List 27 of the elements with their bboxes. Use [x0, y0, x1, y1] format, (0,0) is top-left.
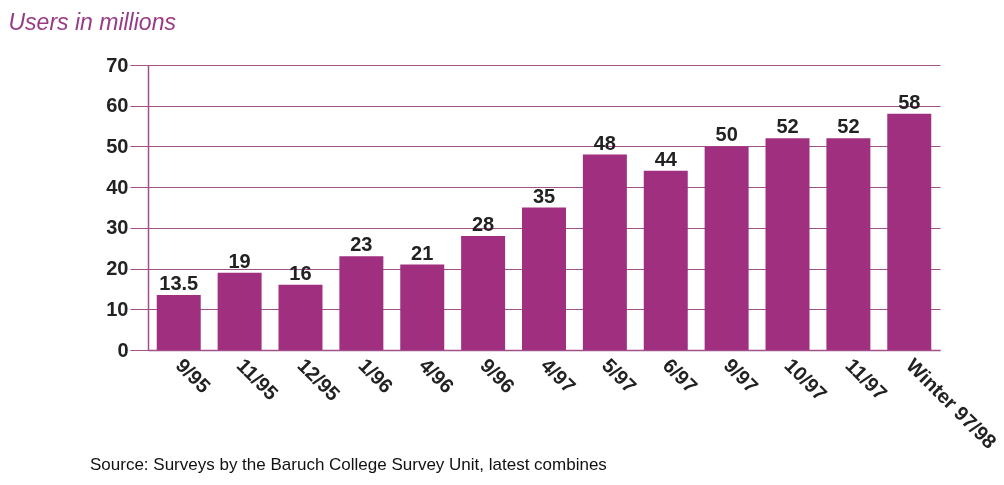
y-tick-label: 0 — [117, 338, 129, 361]
x-tick-label: 9/97 — [719, 354, 763, 398]
data-label: 52 — [776, 115, 799, 138]
data-label: 52 — [837, 115, 860, 138]
x-tick-label: 9/95 — [171, 354, 215, 398]
x-tick-label: 1/96 — [354, 354, 398, 398]
y-tick-label: 60 — [106, 94, 129, 117]
source-note: Source: Surveys by the Baruch College Survey Unit, latest combines — [90, 455, 607, 475]
x-tick-label: 6/97 — [658, 354, 702, 398]
data-label: 50 — [715, 123, 738, 146]
data-label: 13.5 — [159, 272, 199, 295]
data-label: 35 — [532, 184, 556, 207]
y-tick-label: 10 — [106, 297, 129, 320]
y-tick-label: 50 — [106, 134, 129, 157]
data-label: 23 — [350, 233, 373, 256]
data-label: 21 — [411, 241, 434, 264]
y-axis-title: Users in millions — [8, 8, 177, 35]
x-tick-label: 4/97 — [536, 354, 581, 398]
data-label: 44 — [654, 147, 678, 170]
x-tick-label: 5/97 — [597, 354, 641, 398]
y-tick-label: 40 — [106, 175, 129, 198]
y-tick-label: 70 — [106, 53, 129, 76]
y-tick-label: 30 — [106, 216, 129, 239]
y-tick-label: 20 — [106, 257, 129, 280]
x-tick-label: 4/96 — [415, 354, 459, 398]
x-tick-label: 9/96 — [476, 354, 520, 398]
data-label: 19 — [228, 249, 251, 272]
